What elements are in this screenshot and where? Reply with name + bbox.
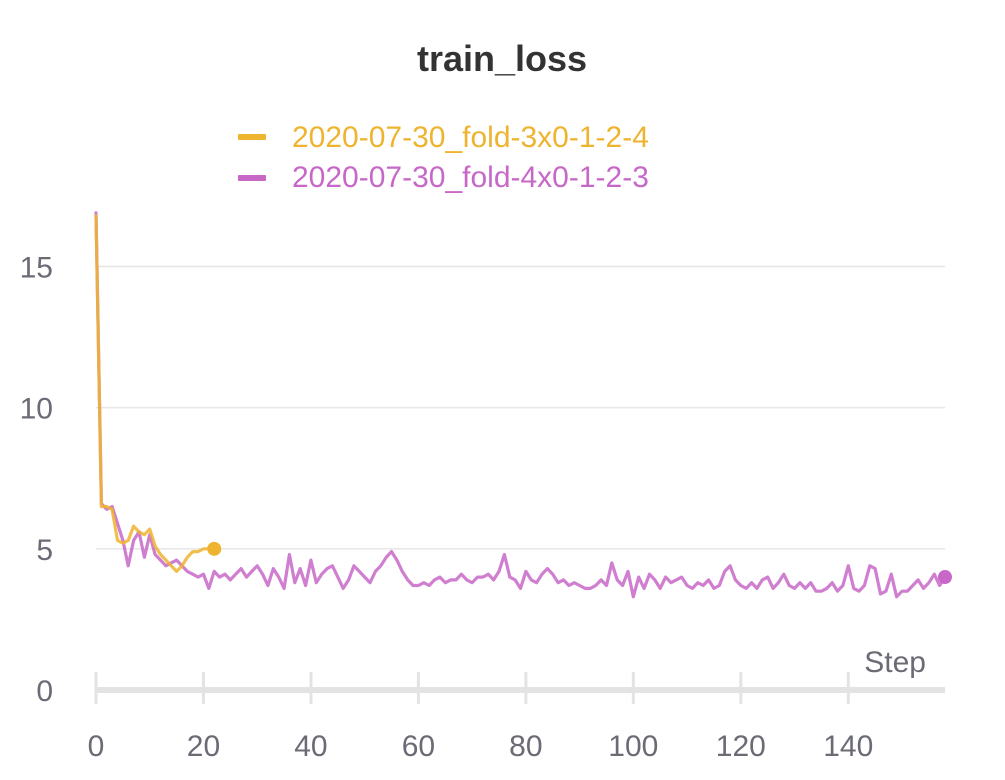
- x-tick-label-0: 0: [88, 730, 105, 763]
- y-axis: 0 5 10 15: [20, 251, 53, 708]
- x-tick-label-80: 80: [509, 730, 542, 763]
- legend-label-fold-3[interactable]: 2020-07-30_fold-3x0-1-2-4: [292, 121, 649, 154]
- legend[interactable]: 2020-07-30_fold-3x0-1-2-4 2020-07-30_fol…: [238, 121, 649, 194]
- x-axis: 0 20 40 60 80 100 120 140: [88, 672, 945, 763]
- legend-swatch-fold-3: [238, 134, 266, 140]
- legend-label-fold-4[interactable]: 2020-07-30_fold-4x0-1-2-3: [292, 161, 649, 194]
- x-tick-label-120: 120: [716, 730, 766, 763]
- x-tick-label-100: 100: [608, 730, 658, 763]
- gridlines: [96, 265, 945, 550]
- x-tick-label-140: 140: [823, 730, 873, 763]
- x-tick-label-60: 60: [402, 730, 435, 763]
- y-tick-label-0: 0: [36, 675, 53, 708]
- y-tick-label-10: 10: [20, 393, 53, 426]
- series-line-1[interactable]: [94, 211, 947, 599]
- y-tick-label-5: 5: [36, 534, 53, 567]
- series-lines[interactable]: [94, 211, 952, 599]
- y-tick-label-15: 15: [20, 251, 53, 284]
- series-end-point-1[interactable]: [938, 570, 952, 585]
- x-axis-label: Step: [864, 646, 926, 679]
- chart-title: train_loss: [417, 38, 587, 79]
- x-tick-label-40: 40: [294, 730, 327, 763]
- series-end-point-0[interactable]: [207, 541, 222, 556]
- series-line-0[interactable]: [94, 214, 216, 574]
- legend-swatch-fold-4: [238, 175, 266, 181]
- x-tick-label-20: 20: [187, 730, 220, 763]
